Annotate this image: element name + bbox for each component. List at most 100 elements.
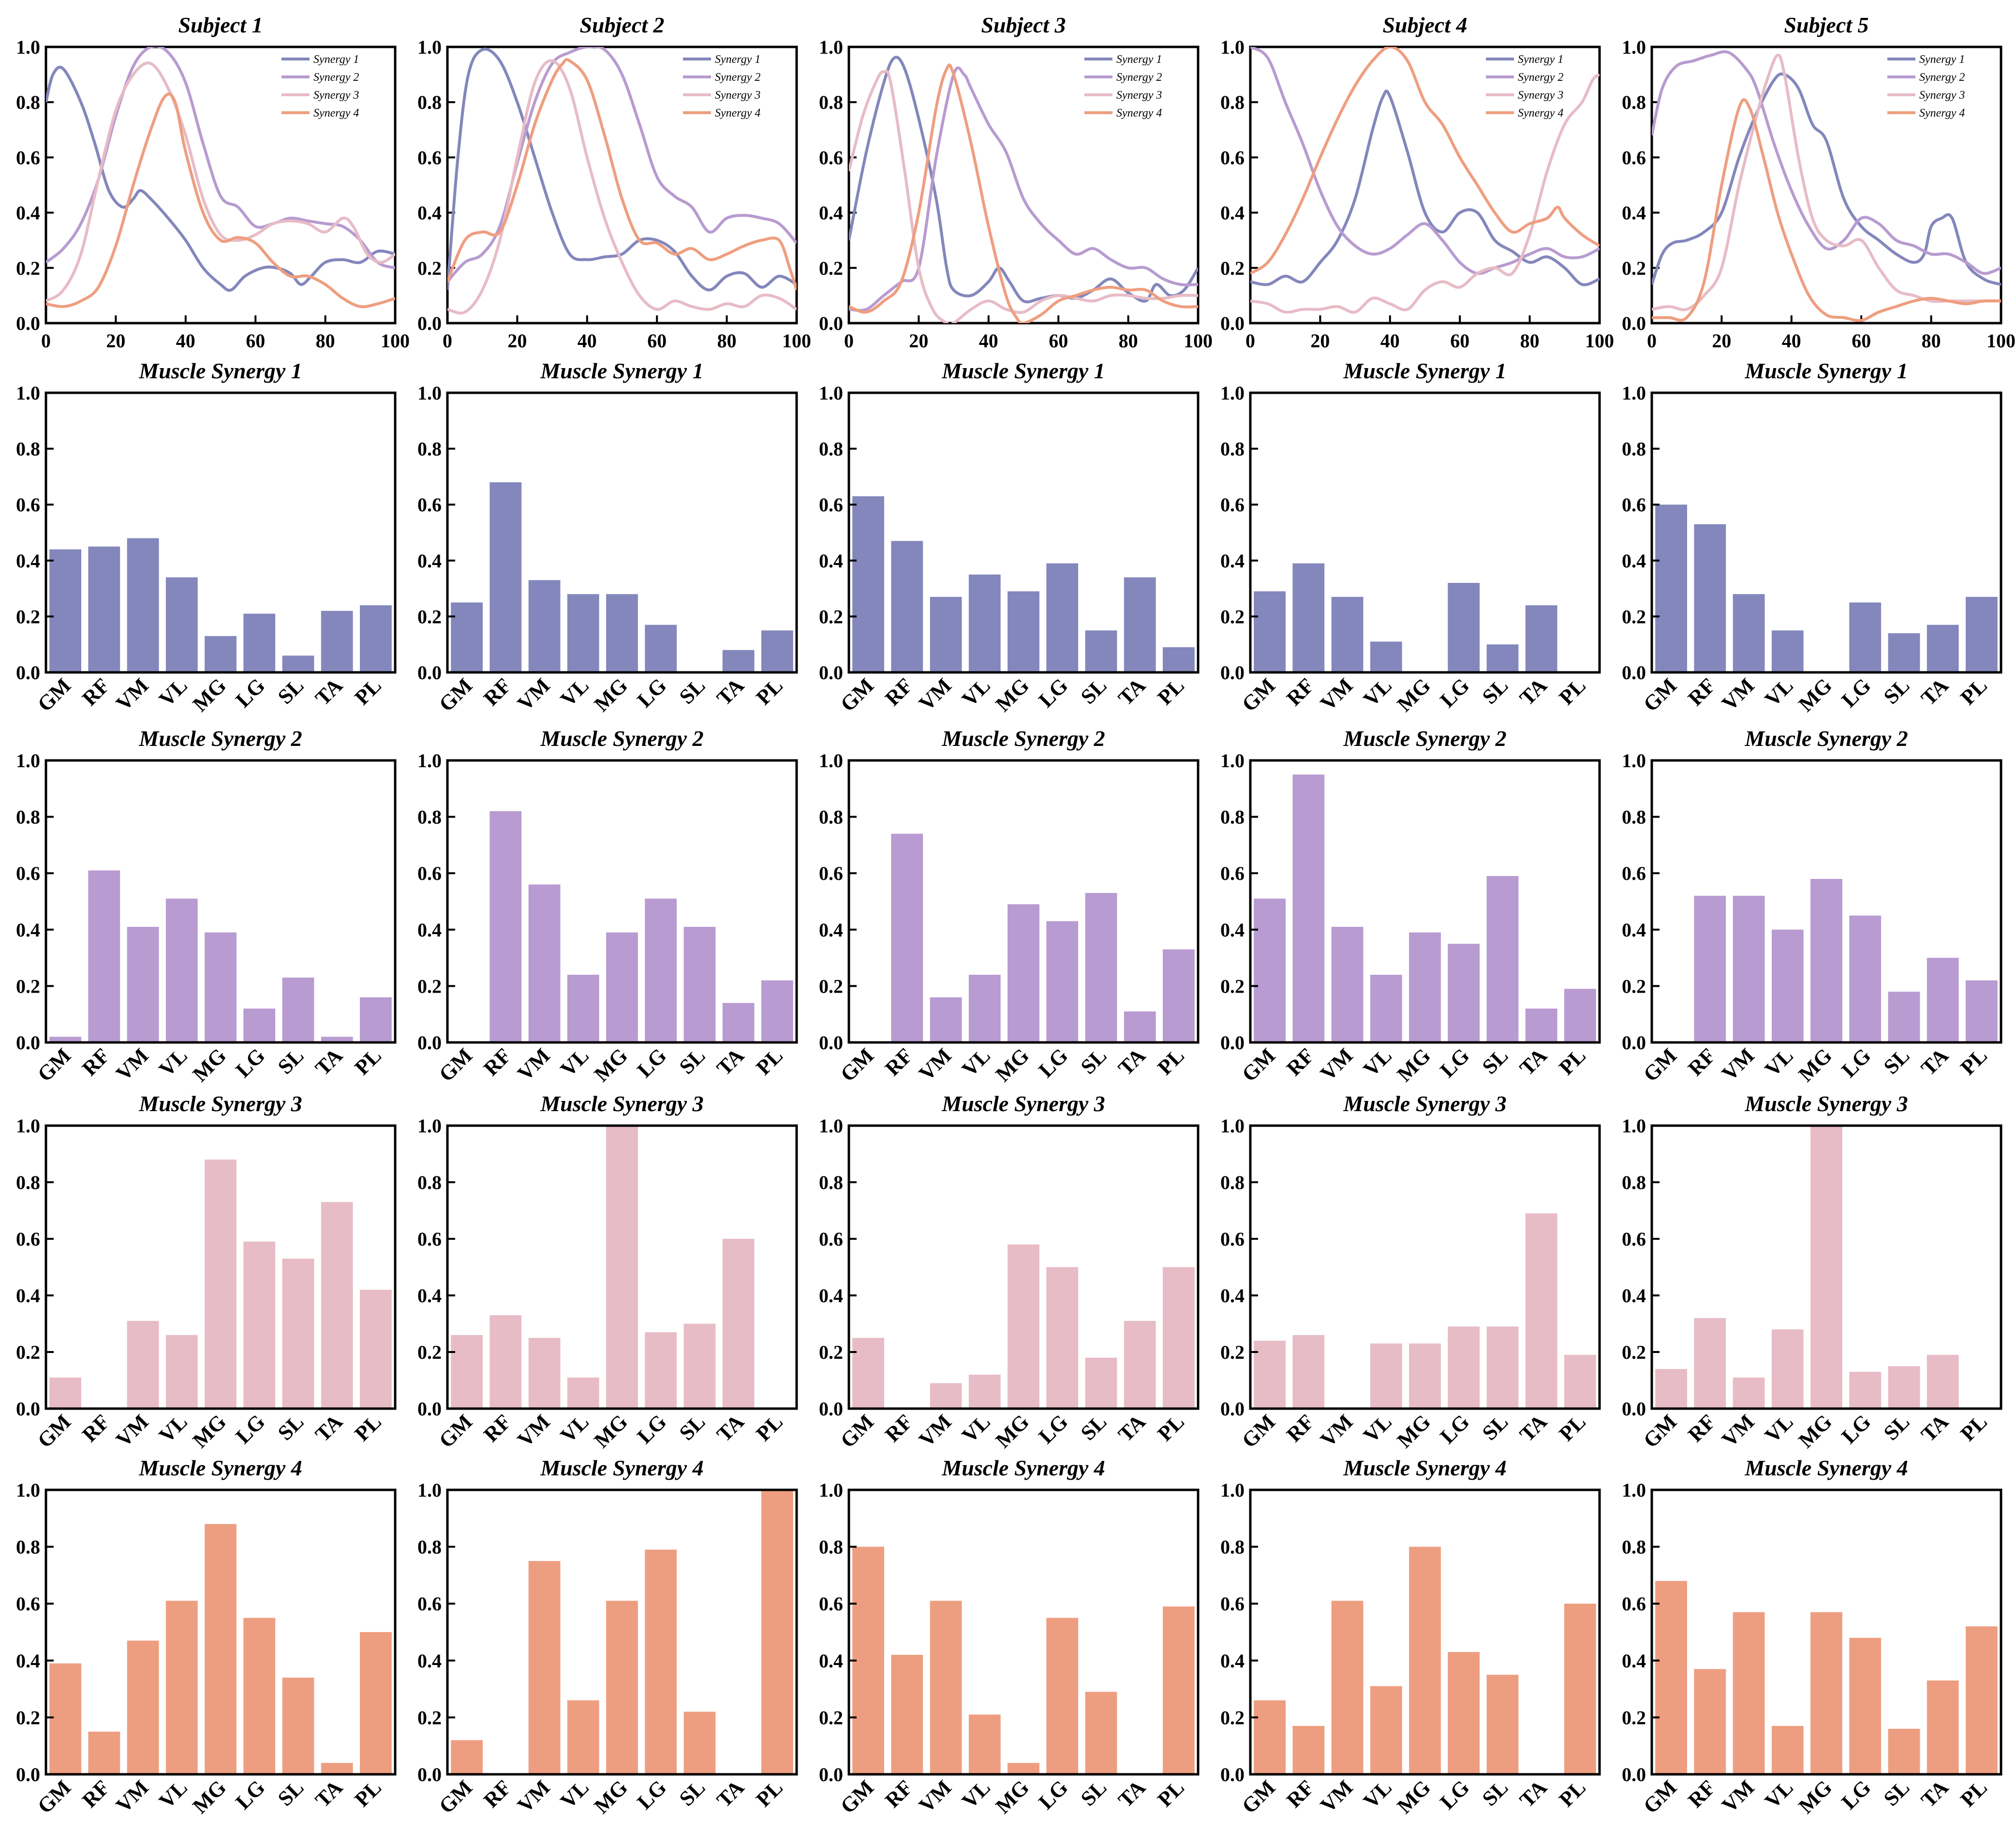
category-label: SL — [1879, 1410, 1914, 1445]
panel-title: Muscle Synergy 3 — [1343, 1091, 1506, 1116]
y-tick-label: 0.0 — [1622, 662, 1646, 684]
panel-title: Muscle Synergy 4 — [540, 1456, 703, 1480]
y-tick-label: 0.6 — [1622, 147, 1646, 168]
bar-pl — [761, 630, 793, 672]
bar-gm — [1655, 1369, 1687, 1409]
bar-ta — [1927, 1354, 1959, 1409]
series-line-synergy-3 — [1250, 73, 1600, 314]
y-tick-label: 0.6 — [417, 862, 442, 884]
bar-mg — [606, 1601, 638, 1774]
y-tick-label: 0.6 — [819, 862, 843, 884]
y-tick-label: 0.2 — [16, 257, 40, 279]
y-tick-label: 1.0 — [1622, 1479, 1646, 1501]
y-tick-label: 0.2 — [417, 1341, 442, 1363]
y-tick-label: 0.2 — [819, 1707, 843, 1728]
category-label: VL — [1760, 1410, 1798, 1447]
y-tick-label: 0.0 — [1622, 1398, 1646, 1420]
category-label: LG — [633, 673, 671, 712]
y-tick-label: 0.8 — [819, 438, 843, 460]
y-tick-label: 0.4 — [16, 1650, 40, 1672]
category-label: SL — [1076, 673, 1112, 709]
plot-frame — [44, 1124, 397, 1410]
bar-sl — [1486, 644, 1519, 672]
y-tick-label: 0.6 — [1622, 494, 1646, 516]
category-label: VM — [914, 1775, 956, 1817]
category-label: PL — [350, 1775, 386, 1811]
bar-vl — [165, 898, 198, 1042]
category-label: TA — [311, 1410, 347, 1446]
x-tick-label: 100 — [1986, 330, 2016, 352]
category-label: PL — [1555, 1775, 1590, 1811]
legend-label: Synergy 4 — [715, 107, 760, 119]
y-tick-label: 1.0 — [1622, 382, 1646, 404]
series-line-synergy-3 — [849, 70, 1198, 323]
bar-ta — [1124, 1011, 1156, 1042]
category-label: PL — [752, 1775, 787, 1811]
category-label: MG — [590, 673, 632, 716]
bar-rf — [489, 1315, 522, 1409]
bar-ta — [1525, 605, 1557, 672]
category-label: SL — [1076, 1410, 1112, 1445]
bar-vl — [968, 1714, 1001, 1774]
category-label: LG — [1837, 1775, 1876, 1814]
category-label: SL — [1478, 1043, 1513, 1079]
y-tick-label: 0.4 — [16, 202, 40, 224]
bar-rf — [88, 1731, 120, 1774]
category-label: VL — [556, 673, 593, 711]
bar-mg — [1810, 1126, 1842, 1409]
x-tick-label: 60 — [1852, 330, 1871, 352]
category-label: PL — [1956, 1043, 1992, 1079]
bar-mg — [205, 636, 237, 672]
plot-frame — [446, 1488, 798, 1776]
panel-title: Muscle Synergy 1 — [1343, 358, 1506, 383]
bar-rf — [891, 833, 923, 1042]
bar-lg — [1448, 583, 1480, 672]
category-label: TA — [1515, 1775, 1552, 1812]
bar-mg — [1810, 1612, 1842, 1774]
category-label: RF — [1282, 1775, 1319, 1812]
legend-label: Synergy 3 — [313, 89, 359, 102]
legend-label: Synergy 4 — [1518, 107, 1563, 119]
bar-sl — [1888, 992, 1920, 1042]
x-tick-label: 60 — [1450, 330, 1469, 352]
y-tick-label: 0.6 — [1622, 1228, 1646, 1250]
category-label: MG — [590, 1410, 632, 1452]
category-label: SL — [273, 1410, 309, 1445]
category-label: MG — [1794, 1775, 1837, 1818]
y-tick-label: 0.0 — [819, 1032, 843, 1054]
y-tick-label: 0.2 — [1220, 257, 1245, 279]
y-tick-label: 1.0 — [1622, 36, 1646, 58]
plot-frame — [44, 1488, 397, 1776]
category-label: LG — [231, 673, 270, 712]
y-tick-label: 0.8 — [819, 1536, 843, 1558]
y-tick-label: 0.2 — [16, 1341, 40, 1363]
bar-vl — [1370, 975, 1402, 1042]
y-tick-label: 0.0 — [1220, 662, 1245, 684]
panel-title: Muscle Synergy 4 — [1744, 1456, 1908, 1480]
y-tick-label: 0.0 — [819, 1764, 843, 1785]
series-line-synergy-2 — [1652, 50, 2001, 275]
plot-frame — [446, 45, 798, 325]
x-tick-label: 100 — [782, 330, 811, 352]
category-label: MG — [590, 1775, 632, 1818]
bar-vl — [968, 1374, 1001, 1409]
y-tick-label: 0.8 — [417, 438, 442, 460]
bar-rf — [88, 546, 120, 672]
bar-gm — [49, 1377, 81, 1409]
panel-title: Subject 1 — [178, 13, 263, 37]
bar-gm — [1254, 1340, 1286, 1409]
y-tick-label: 0.2 — [1622, 1341, 1646, 1363]
y-tick-label: 0.6 — [1220, 147, 1245, 168]
category-label: VL — [154, 1775, 192, 1813]
y-tick-label: 0.2 — [417, 975, 442, 997]
category-label: TA — [712, 673, 749, 710]
y-tick-label: 1.0 — [417, 750, 442, 772]
category-label: VL — [1359, 1043, 1396, 1081]
category-label: MG — [188, 673, 231, 716]
category-label: MG — [188, 1775, 231, 1818]
